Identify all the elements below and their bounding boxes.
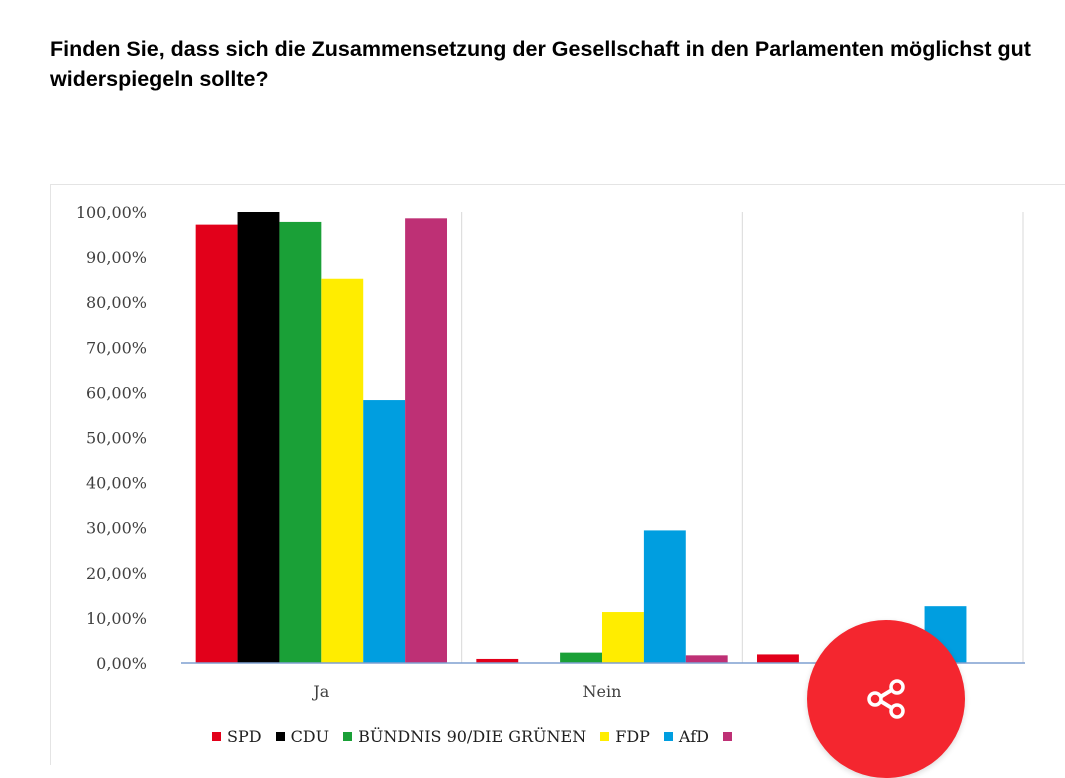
bar	[560, 652, 602, 663]
y-tick-label: 70,00%	[86, 338, 147, 357]
share-button[interactable]	[807, 620, 965, 778]
bar	[279, 221, 322, 663]
y-tick-label: 60,00%	[86, 383, 147, 402]
y-tick-label: 50,00%	[86, 429, 147, 448]
bar	[405, 218, 448, 663]
bar	[756, 654, 799, 663]
y-tick-label: 10,00%	[86, 609, 147, 628]
legend-swatch	[663, 731, 673, 741]
legend-label: FDP	[615, 726, 650, 746]
bar	[476, 658, 519, 663]
bar	[321, 278, 364, 663]
legend-item: SPD	[212, 727, 262, 746]
y-tick-label: 20,00%	[86, 564, 147, 583]
legend-label: CDU	[290, 726, 330, 746]
legend-item	[722, 731, 738, 741]
y-tick-label: 100,00%	[76, 203, 147, 222]
y-tick-label: 90,00%	[86, 248, 147, 267]
chart-frame: 0,00% 10,00% 20,00% 30,00% 40,00% 50,00% 60,00…	[50, 184, 1065, 765]
page-title: Finden Sie, dass sich die Zusammensetzun…	[50, 37, 1031, 91]
legend-swatch	[275, 731, 285, 741]
bar-chart: 0,00% 10,00% 20,00% 30,00% 40,00% 50,00% 60,00…	[76, 203, 1025, 701]
bar	[643, 530, 686, 663]
legend-swatch	[600, 731, 610, 741]
x-tick-label: Ja	[311, 682, 329, 701]
bar	[363, 400, 406, 663]
legend-swatch	[722, 731, 732, 741]
y-tick-label: 40,00%	[86, 474, 147, 493]
legend-label: AfD	[678, 726, 709, 746]
y-tick-label: 0,00%	[96, 654, 147, 673]
share-icon	[867, 679, 905, 719]
x-tick-label: Nein	[583, 682, 622, 701]
bar	[195, 224, 238, 663]
y-tick-label: 30,00%	[86, 519, 147, 538]
bar	[602, 612, 644, 663]
bar	[685, 655, 728, 663]
legend-swatch	[343, 731, 353, 741]
legend-item: CDU	[275, 726, 330, 746]
y-tick-label: 80,00%	[86, 293, 147, 312]
legend-item: BÜNDNIS 90/DIE GRÜNEN	[343, 727, 586, 746]
legend-label: SPD	[227, 726, 262, 746]
bar	[237, 212, 280, 663]
legend-item: FDP	[600, 727, 650, 746]
chart-legend: SPD CDU BÜNDNIS 90/DIE GRÜNEN FDP AfD	[212, 724, 738, 748]
legend-item: AfD	[663, 726, 709, 746]
legend-label: BÜNDNIS 90/DIE GRÜNEN	[358, 726, 587, 746]
legend-swatch	[212, 731, 221, 741]
